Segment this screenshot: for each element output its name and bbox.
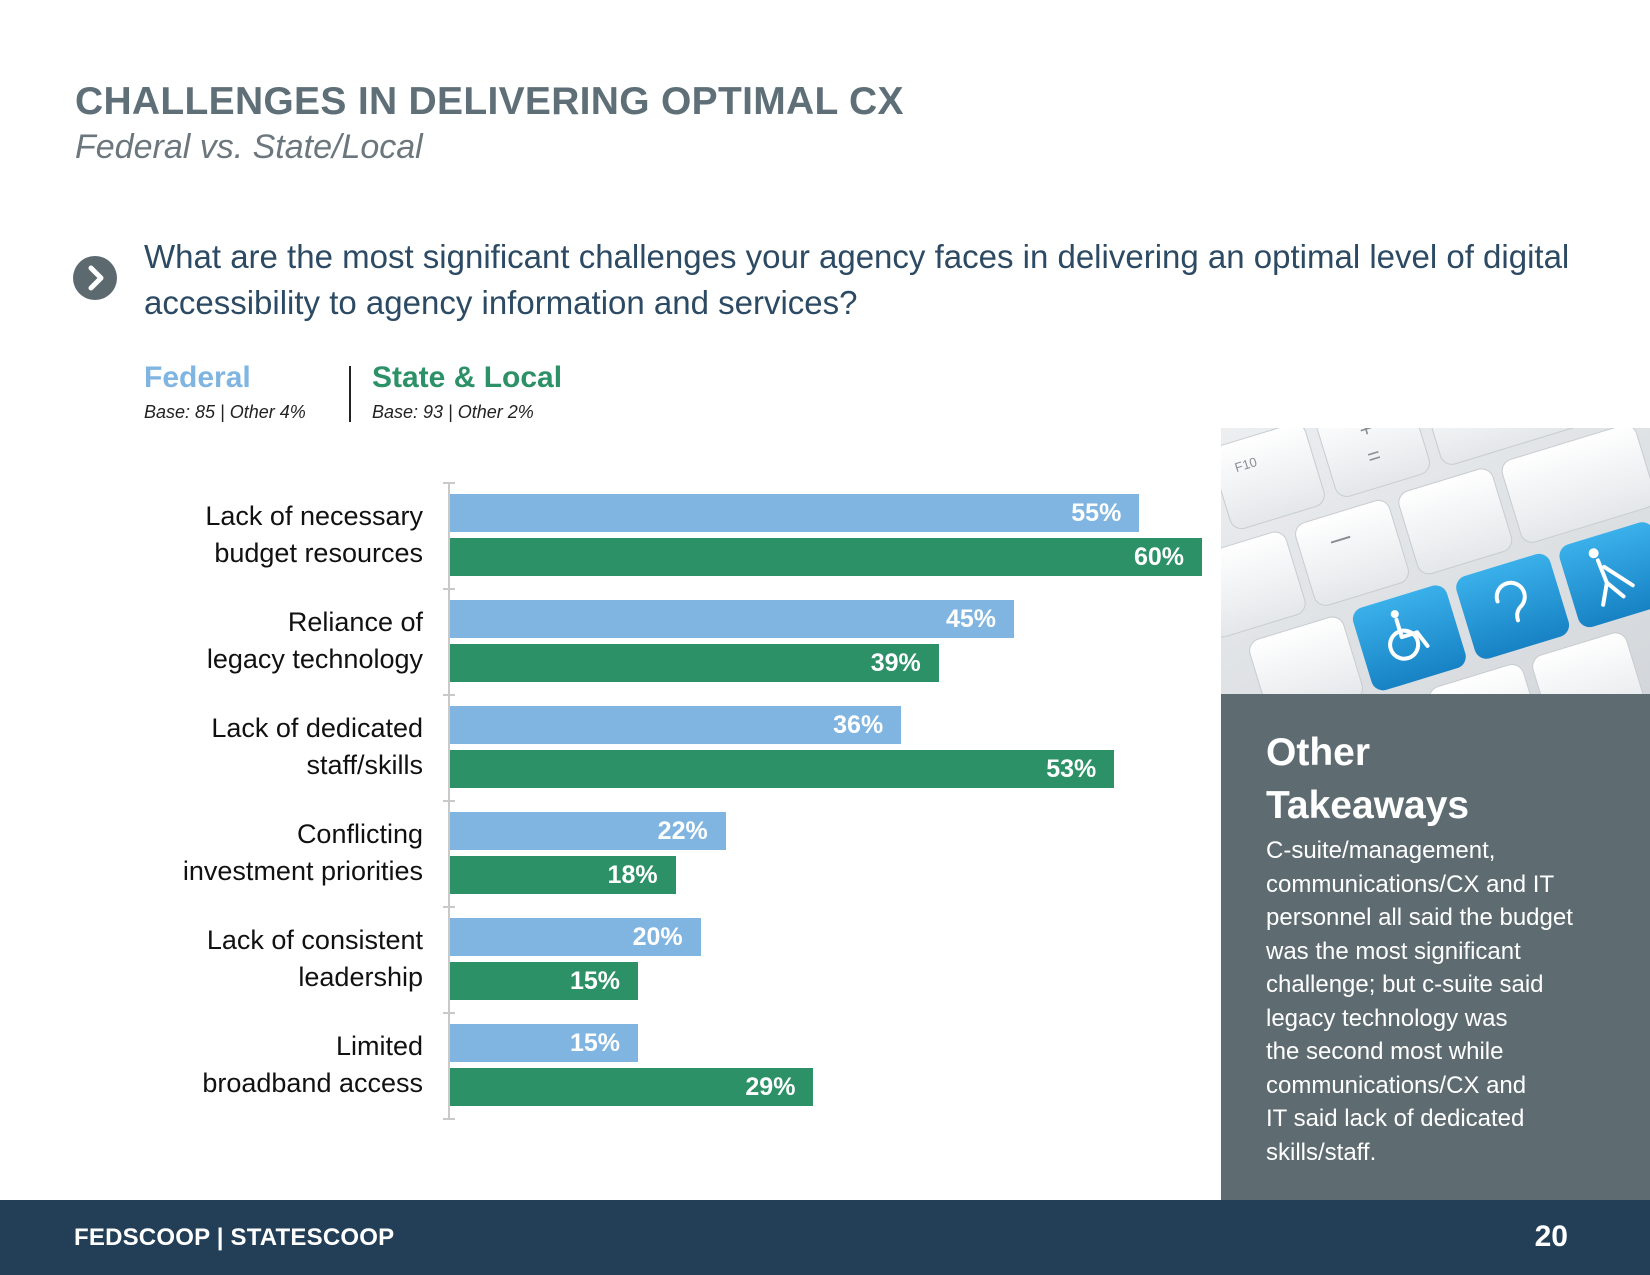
legend-state-local-base: Base: 93 | Other 2% [372, 402, 534, 422]
keyboard-photo: F10 delete + = [1221, 428, 1650, 694]
takeaways-title: Other Takeaways [1266, 731, 1470, 827]
federal-bar [450, 1024, 638, 1062]
state-local-bar [450, 856, 676, 894]
legend-federal-base: Base: 85 | Other 4% [144, 402, 306, 422]
legend-divider [349, 366, 351, 422]
survey-question: What are the most significant challenges… [144, 238, 1570, 321]
takeaways-text: C-suite/management, communications/CX an… [1266, 837, 1573, 1166]
category-label: Limited broadband access [202, 1031, 423, 1098]
federal-bar [450, 494, 1140, 532]
federal-bar [450, 812, 726, 850]
federal-bar [450, 600, 1014, 638]
state-local-bar [450, 1068, 814, 1106]
federal-bar [450, 918, 701, 956]
state-local-bar-value: 60% [1133, 543, 1184, 571]
federal-bar-value: 20% [632, 923, 683, 951]
axis-tick [443, 588, 455, 590]
axis-tick [443, 482, 455, 484]
federal-bar-value: 36% [833, 711, 884, 739]
legend-state-local-name: State & Local [372, 361, 563, 394]
legend-federal: Federal Base: 85 | Other 4% [144, 360, 306, 423]
category-label: Lack of necessary budget resources [205, 501, 423, 568]
federal-bar [450, 706, 902, 744]
legend-state-local: State & Local Base: 93 | Other 2% [372, 360, 562, 423]
category-label: Reliance of legacy technology [206, 607, 423, 674]
federal-bar-value: 15% [569, 1029, 620, 1057]
category-label: Conflicting investment priorities [182, 819, 423, 886]
axis-tick [443, 694, 455, 696]
category-label: Lack of consistent leadership [206, 925, 423, 992]
federal-bar-value: 55% [1071, 499, 1122, 527]
svg-text:F10: F10 [1233, 454, 1259, 475]
axis-tick [443, 1012, 455, 1014]
state-local-bar [450, 750, 1115, 788]
footer-bar: FEDSCOOP | STATESCOOP 20 [0, 1200, 1650, 1275]
brand-logo: FEDSCOOP | STATESCOOP [74, 1224, 395, 1251]
page-title: CHALLENGES IN DELIVERING OPTIMAL CX [75, 80, 904, 123]
federal-bar-value: 22% [657, 817, 708, 845]
state-local-bar-value: 18% [607, 861, 658, 889]
axis-tick [443, 1118, 455, 1120]
question-arrow-icon [73, 256, 117, 300]
page-subtitle: Federal vs. State/Local [75, 128, 423, 166]
state-local-bar [450, 538, 1202, 576]
state-local-bar-value: 15% [569, 967, 620, 995]
state-local-bar-value: 39% [870, 649, 921, 677]
page-number: 20 [1534, 1220, 1568, 1253]
axis-tick [443, 906, 455, 908]
federal-bar-value: 45% [945, 605, 996, 633]
legend-federal-name: Federal [144, 361, 251, 394]
category-label: Lack of dedicated staff/skills [211, 713, 423, 780]
state-local-bar [450, 644, 939, 682]
takeaways-panel: Other Takeaways C-suite/management, comm… [1221, 694, 1650, 1200]
state-local-bar-value: 29% [745, 1073, 796, 1101]
state-local-bar [450, 962, 638, 1000]
state-local-bar-value: 53% [1046, 755, 1097, 783]
axis-tick [443, 800, 455, 802]
